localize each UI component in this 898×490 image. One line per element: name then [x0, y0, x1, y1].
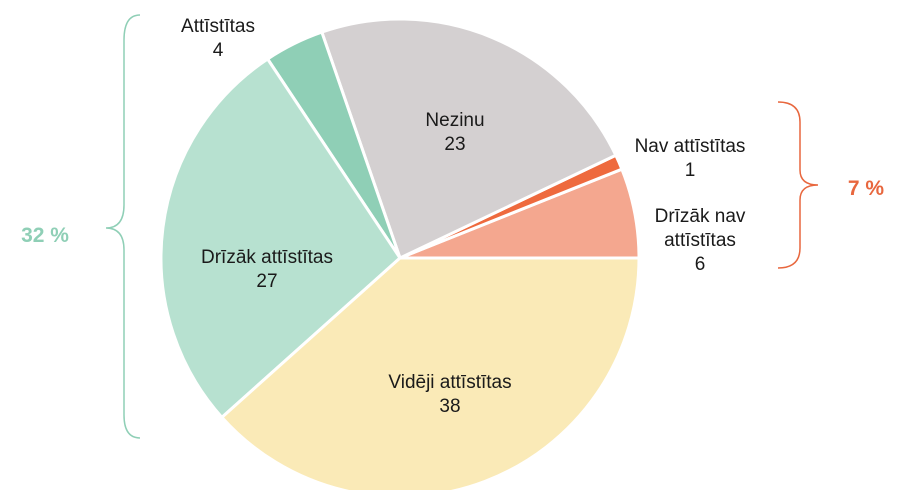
slice-value: 1 — [685, 160, 696, 181]
slice-value: 6 — [695, 254, 706, 275]
slice-value: 23 — [444, 134, 465, 155]
pie-slice — [159, 56, 402, 420]
left-bracket — [105, 14, 141, 439]
slice-label: Drīzāk attīstītas — [201, 247, 333, 268]
slice-label: Nezinu — [425, 110, 484, 131]
slice-value: 4 — [213, 40, 224, 61]
pie-slice — [219, 256, 641, 490]
slice-value: 38 — [439, 396, 460, 417]
slice-value: 27 — [256, 271, 277, 292]
slice-label: Nav attīstītas — [635, 136, 746, 157]
right-bracket — [777, 101, 819, 269]
slice-label: Drīzāk nav attīstītas — [655, 206, 746, 251]
slice-label: Attīstītas — [181, 16, 255, 37]
annotation: 32 % — [21, 224, 69, 247]
annotation: 7 % — [848, 177, 885, 200]
slices — [159, 17, 641, 490]
pie-slice — [319, 17, 618, 261]
slice-label: Vidēji attīstītas — [388, 372, 511, 393]
